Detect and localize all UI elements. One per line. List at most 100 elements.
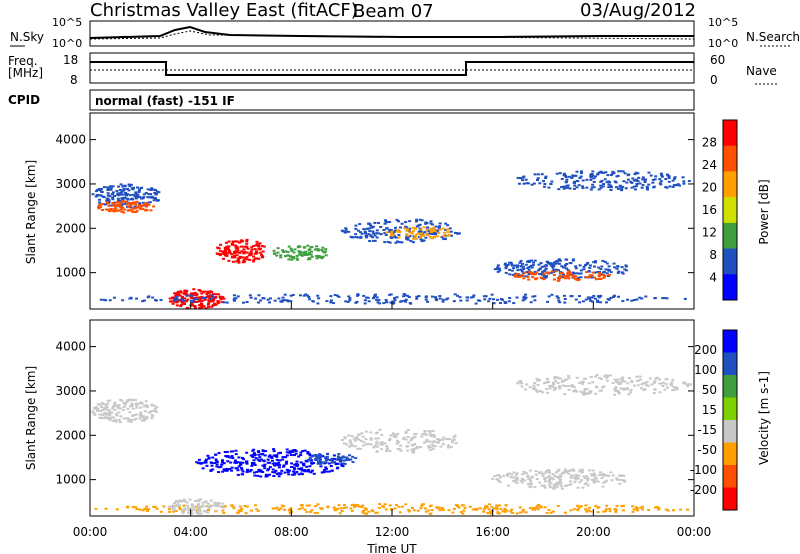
velocity-echo (360, 432, 364, 435)
velocity-echo (551, 510, 555, 513)
nsearch-label: N.Search (746, 30, 800, 44)
velocity-echo (592, 479, 596, 482)
velocity-echo (440, 507, 444, 510)
power-echo (214, 303, 218, 306)
velocity-echo (644, 382, 648, 385)
velocity-echo (239, 463, 243, 466)
velocity-echo (595, 477, 599, 480)
power-echo (668, 185, 672, 188)
power-echo (651, 181, 655, 184)
velocity-echo (522, 470, 526, 473)
power-echo (183, 297, 187, 300)
power-echo (255, 251, 259, 254)
velocity-echo (573, 480, 577, 483)
velocity-echo (130, 404, 134, 407)
power-echo (555, 268, 559, 271)
power-echo (404, 294, 408, 297)
velocity-echo (236, 461, 240, 464)
power-echo (498, 301, 502, 304)
power-echo (242, 248, 246, 251)
velocity-echo (483, 506, 487, 509)
velocity-echo (404, 438, 408, 441)
velocity-echo (542, 472, 546, 475)
power-echo (142, 193, 146, 196)
power-echo (118, 206, 122, 209)
power-echo (211, 296, 215, 299)
velocity-ylabel: Slant Range [km] (24, 366, 38, 470)
power-echo (392, 302, 396, 305)
power-echo (308, 298, 312, 301)
power-echo (138, 207, 142, 210)
power-echo (515, 273, 519, 276)
velocity-echo (315, 457, 319, 460)
power-echo (242, 252, 246, 255)
velocity-echo (648, 377, 652, 380)
power-echo (396, 229, 400, 232)
power-echo (224, 248, 228, 251)
velocity-echo (559, 482, 563, 485)
velocity-echo (203, 461, 207, 464)
power-echo (272, 252, 276, 255)
velocity-echo (186, 507, 190, 510)
power-echo (245, 300, 249, 303)
power-echo (586, 261, 590, 264)
velocity-echo (282, 464, 286, 467)
velocity-echo (319, 458, 323, 461)
power-echo (634, 171, 638, 174)
velocity-echo (552, 484, 556, 487)
power-echo (581, 300, 585, 303)
power-echo (530, 266, 534, 269)
power-echo (469, 296, 473, 299)
power-echo (588, 298, 592, 301)
power-echo (578, 176, 582, 179)
power-echo (644, 295, 648, 298)
power-echo (134, 191, 138, 194)
colorbar-swatch (723, 145, 737, 172)
power-echo (565, 274, 569, 277)
power-echo (191, 300, 195, 303)
velocity-echo (385, 450, 389, 453)
velocity-echo (484, 505, 488, 508)
power-echo (672, 184, 676, 187)
power-echo (354, 233, 358, 236)
power-echo (289, 300, 293, 303)
velocity-echo (578, 481, 582, 484)
power-echo (180, 299, 184, 302)
velocity-echo (175, 505, 179, 508)
velocity-echo (503, 510, 507, 513)
power-echo (137, 204, 141, 207)
velocity-echo (100, 402, 104, 405)
cpid-label: CPID (8, 93, 40, 107)
power-echo (545, 260, 549, 263)
power-echo (571, 259, 575, 262)
velocity-echo (305, 465, 309, 468)
power-echo (385, 227, 389, 230)
power-echo (175, 295, 179, 298)
power-echo (524, 178, 528, 181)
velocity-echo (289, 453, 293, 456)
velocity-echo (589, 375, 593, 378)
velocity-echo (364, 508, 368, 511)
velocity-echo (580, 468, 584, 471)
power-echo (181, 295, 185, 298)
velocity-echo (526, 475, 530, 478)
velocity-echo (283, 471, 287, 474)
power-echo (593, 276, 597, 279)
velocity-echo (559, 485, 563, 488)
velocity-echo (205, 458, 209, 461)
power-echo (407, 296, 411, 299)
power-echo (227, 248, 231, 251)
power-echo (438, 222, 442, 225)
ytick-label: 2000 (55, 221, 86, 235)
velocity-echo (640, 387, 644, 390)
power-echo (315, 257, 319, 260)
velocity-echo (582, 389, 586, 392)
power-echo (279, 256, 283, 259)
velocity-echo (433, 445, 437, 448)
velocity-echo (605, 376, 609, 379)
velocity-echo (285, 454, 289, 457)
power-echo (620, 189, 624, 192)
velocity-echo (546, 391, 550, 394)
power-echo (108, 185, 112, 188)
power-echo (626, 298, 630, 301)
